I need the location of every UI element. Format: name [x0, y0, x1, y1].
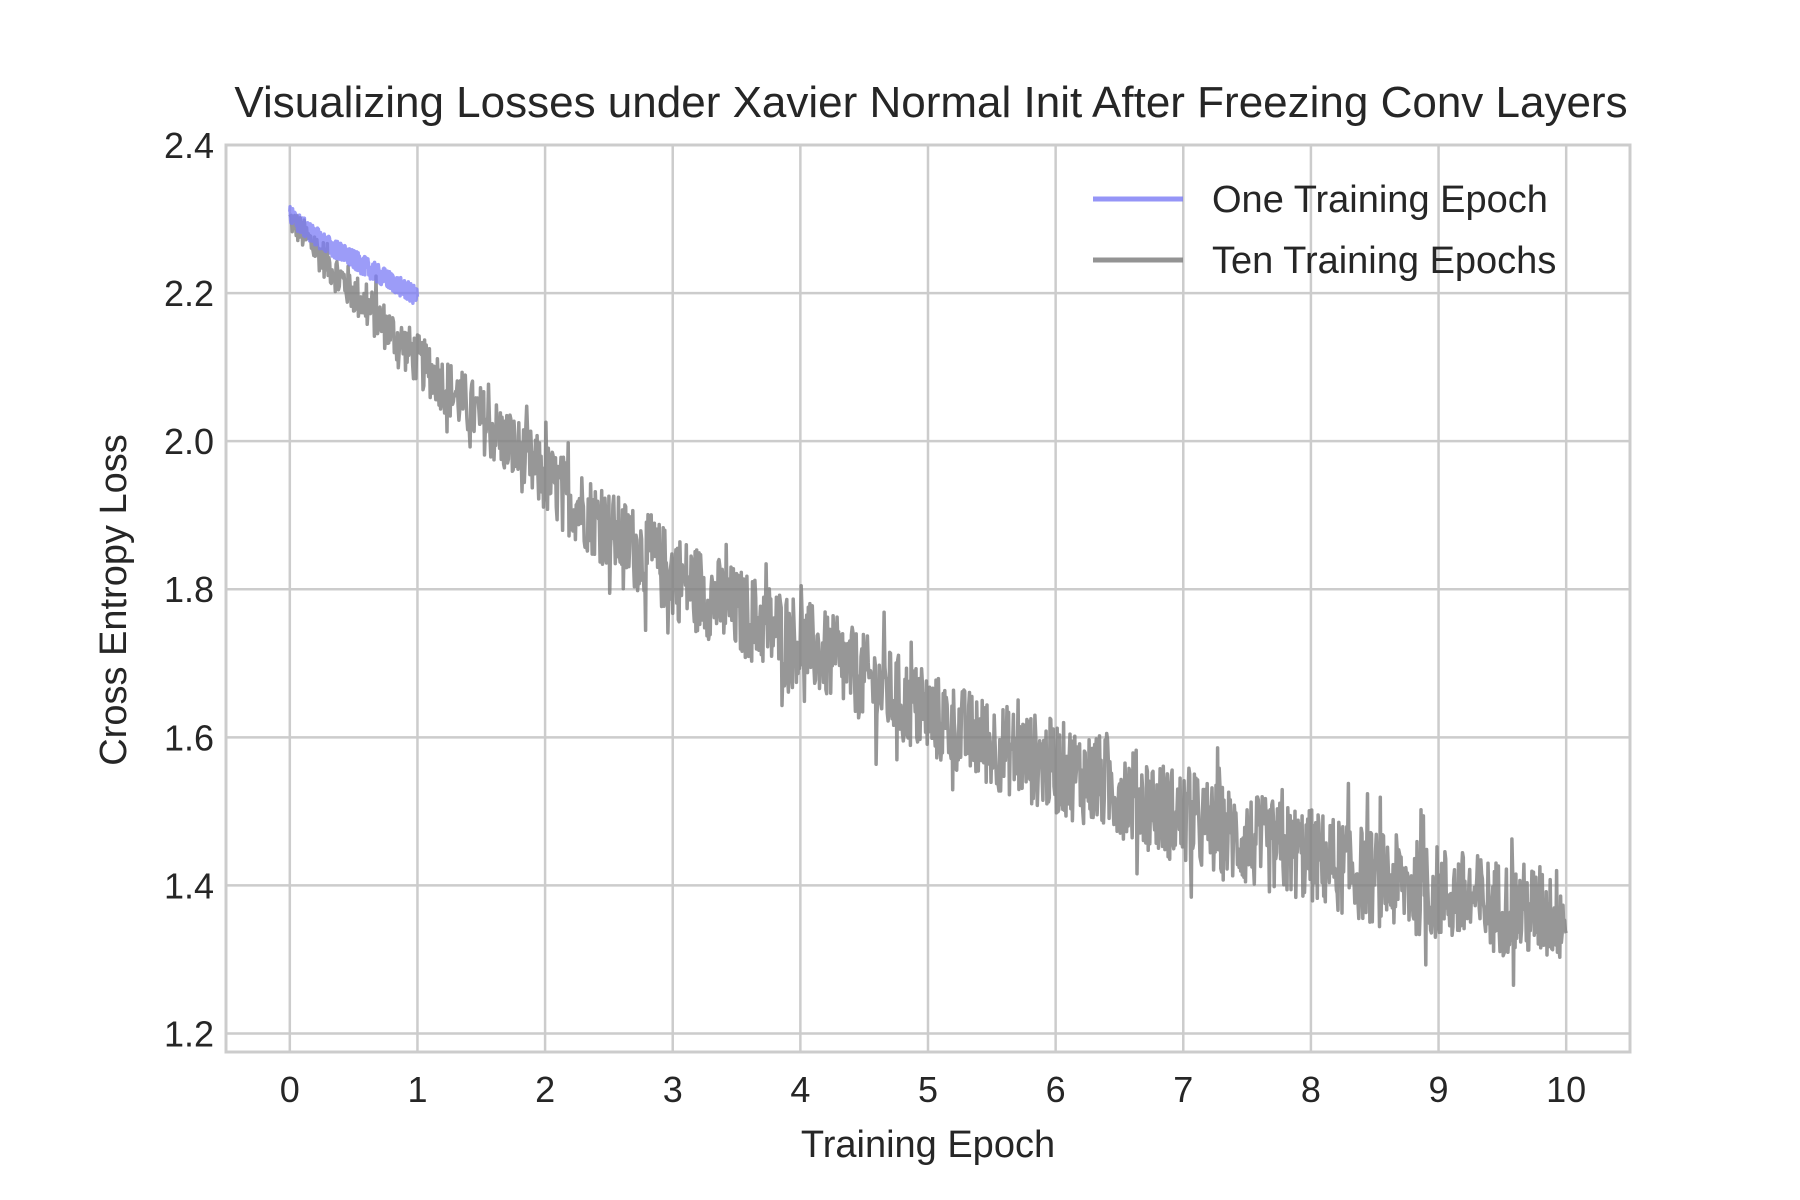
plot-frame	[224, 143, 1632, 1054]
y-tick-label: 2.0	[164, 421, 214, 462]
x-tick-label: 1	[407, 1069, 427, 1110]
y-tick-label: 2.4	[164, 125, 214, 166]
x-tick-label: 10	[1546, 1069, 1586, 1110]
y-axis-label: Cross Entropy Loss	[93, 434, 135, 766]
y-tick-label: 1.2	[164, 1013, 214, 1054]
x-tick-label: 5	[918, 1069, 938, 1110]
y-tick-labels: 1.2 1.4 1.6 1.8 2.0 2.2 2.4	[164, 125, 214, 1054]
x-tick-label: 8	[1301, 1069, 1321, 1110]
x-axis-label: Training Epoch	[801, 1124, 1055, 1166]
series-line-ten-epochs	[288, 213, 1568, 987]
x-tick-label: 9	[1429, 1069, 1449, 1110]
legend: One Training Epoch Ten Training Epochs	[1093, 179, 1556, 282]
series-line-one-epoch	[288, 204, 420, 305]
series-layer	[288, 204, 1568, 987]
x-tick-label: 0	[280, 1069, 300, 1110]
legend-label: Ten Training Epochs	[1212, 240, 1556, 282]
y-tick-label: 1.4	[164, 865, 214, 906]
x-tick-label: 4	[790, 1069, 810, 1110]
chart-title: Visualizing Losses under Xavier Normal I…	[234, 78, 1627, 127]
x-tick-label: 7	[1173, 1069, 1193, 1110]
y-tick-label: 1.6	[164, 717, 214, 758]
y-tick-label: 2.2	[164, 273, 214, 314]
x-tick-label: 6	[1046, 1069, 1066, 1110]
y-tick-label: 1.8	[164, 569, 214, 610]
x-tick-label: 2	[535, 1069, 555, 1110]
x-tick-label: 3	[663, 1069, 683, 1110]
legend-label: One Training Epoch	[1212, 179, 1548, 221]
x-tick-labels: 0 1 2 3 4 5 6 7 8 9 10	[280, 1069, 1586, 1110]
